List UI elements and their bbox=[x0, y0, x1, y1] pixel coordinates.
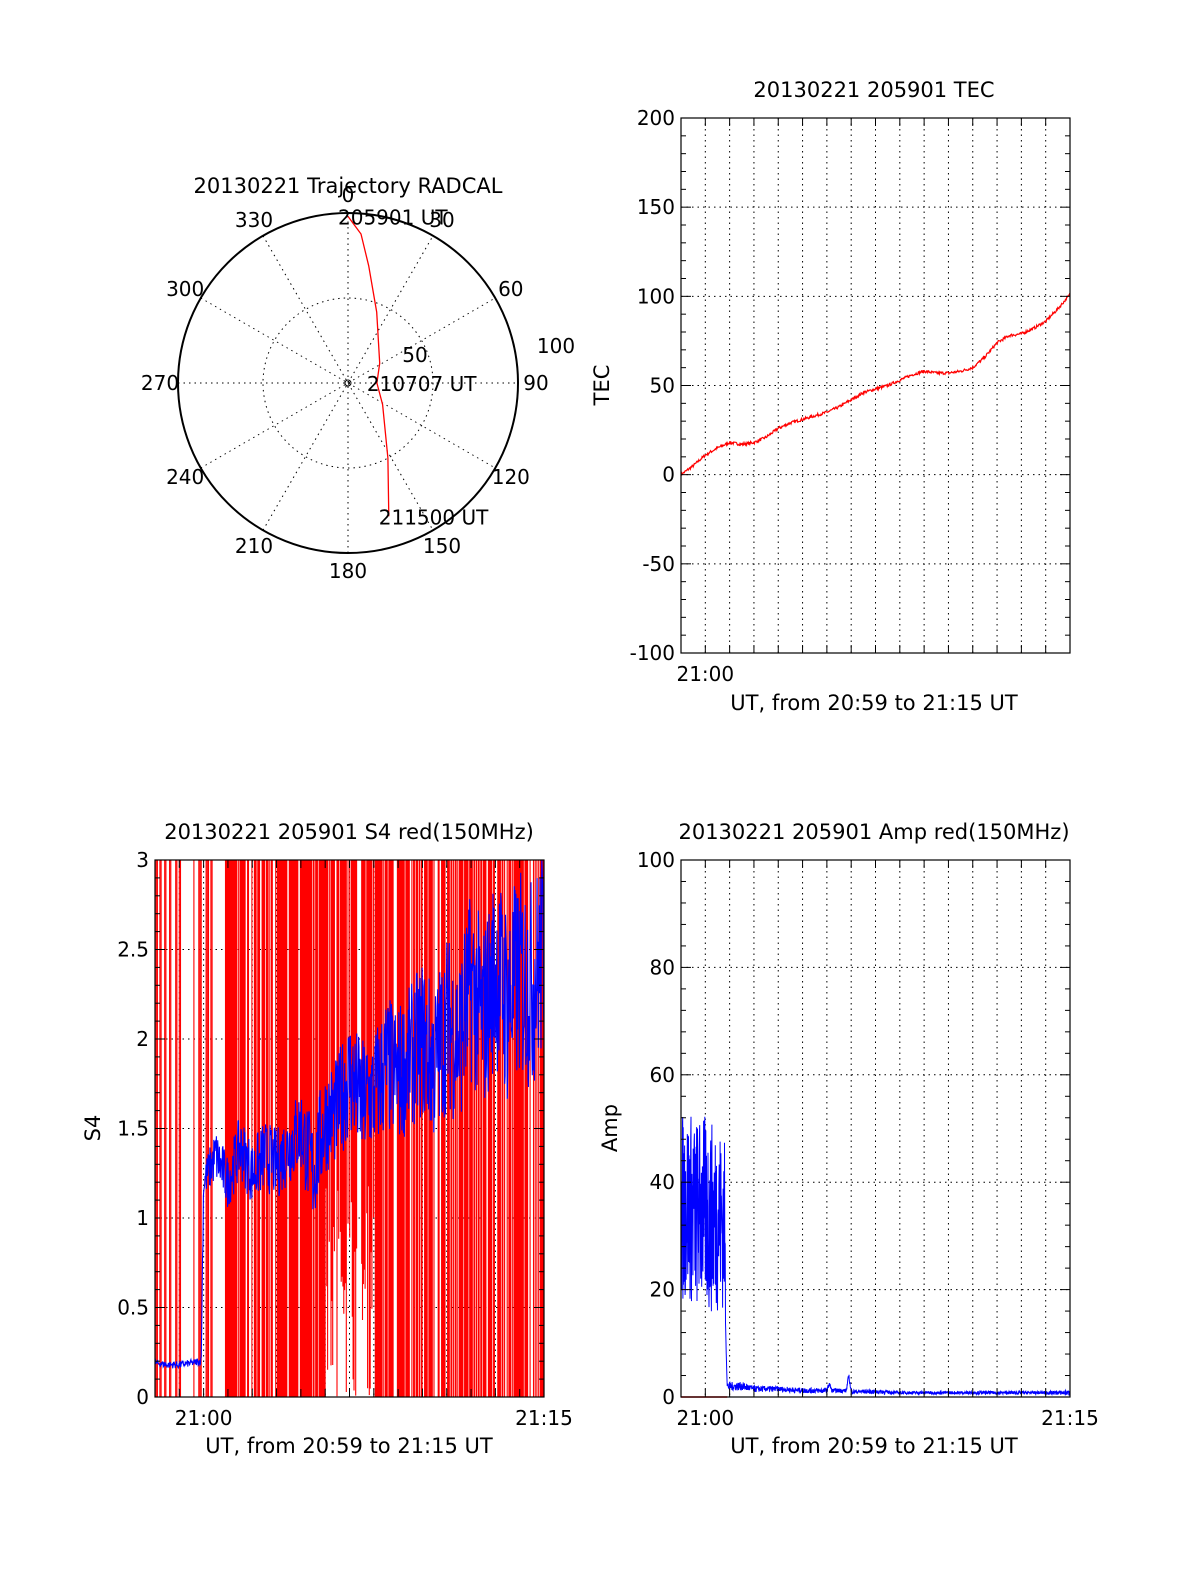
y-tick-label: 2.5 bbox=[117, 938, 149, 962]
polar-grid-circle-50 bbox=[262, 297, 434, 469]
x-tick-label: 21:00 bbox=[175, 1406, 233, 1430]
plot-area bbox=[155, 860, 544, 1397]
polar-annotation: 210707 UT bbox=[367, 372, 477, 396]
tec-title: 20130221 205901 TEC bbox=[753, 78, 994, 102]
polar-angle-label: 120 bbox=[492, 465, 530, 489]
s4-xlabel: UT, from 20:59 to 21:15 UT bbox=[205, 1434, 493, 1458]
y-tick-label: 2 bbox=[136, 1027, 149, 1051]
polar-radius-label-100: 100 bbox=[537, 334, 575, 358]
polar-angle-label: 90 bbox=[523, 371, 548, 395]
polar-angle-label: 270 bbox=[141, 371, 179, 395]
x-tick-label: 21:15 bbox=[515, 1406, 573, 1430]
polar-trajectory-panel: 20130221 Trajectory RADCAL 0 30 60 90 120 150… bbox=[141, 174, 575, 583]
y-tick-label: 200 bbox=[637, 106, 675, 130]
plot-area bbox=[680, 292, 1071, 477]
s4-series-group bbox=[155, 860, 544, 1397]
polar-angle-label: 30 bbox=[429, 208, 454, 232]
polar-angle-labels: 0 30 60 90 120 150 180 210 240 270 300 330 bbox=[141, 183, 549, 583]
y-tick-label: 3 bbox=[136, 848, 149, 872]
amp-title: 20130221 205901 Amp red(150MHz) bbox=[678, 820, 1069, 844]
y-tick-label: 40 bbox=[650, 1170, 675, 1194]
y-tick-label: 50 bbox=[650, 374, 675, 398]
x-tick-label: 21:15 bbox=[1041, 1406, 1099, 1430]
tec-panel: 20130221 205901 TEC UT, from 20:59 to 21… bbox=[590, 78, 1071, 715]
x-tick-label: 21:00 bbox=[676, 662, 734, 686]
polar-annotation: 205901 UT bbox=[338, 205, 448, 229]
polar-angle-label: 300 bbox=[166, 277, 204, 301]
y-tick-label: -50 bbox=[642, 552, 675, 576]
polar-angle-label: 330 bbox=[235, 208, 273, 232]
polar-angle-label: 0 bbox=[342, 183, 355, 207]
polar-annotation: 211500 UT bbox=[379, 505, 489, 529]
polar-annotations: 205901 UT 210707 UT 211500 UT bbox=[338, 205, 489, 529]
y-tick-label: 0.5 bbox=[117, 1296, 149, 1320]
polar-radius-label-50: 50 bbox=[402, 343, 427, 367]
amp-ylabel: Amp bbox=[598, 1104, 622, 1152]
s4-blue-series bbox=[155, 860, 544, 1370]
y-tick-label: 100 bbox=[637, 848, 675, 872]
y-tick-label: 80 bbox=[650, 955, 675, 979]
polar-angle-label: 240 bbox=[166, 465, 204, 489]
grid-lines bbox=[681, 118, 1070, 653]
amp-xlabel: UT, from 20:59 to 21:15 UT bbox=[730, 1434, 1018, 1458]
polar-angle-label: 150 bbox=[423, 534, 461, 558]
polar-trajectory-line bbox=[347, 216, 390, 517]
y-tick-label: 0 bbox=[662, 463, 675, 487]
y-tick-label: 1.5 bbox=[117, 1117, 149, 1141]
y-tick-label: 20 bbox=[650, 1278, 675, 1302]
tec-xlabel: UT, from 20:59 to 21:15 UT bbox=[730, 691, 1018, 715]
y-tick-label: 150 bbox=[637, 195, 675, 219]
polar-outer-circle bbox=[177, 212, 519, 554]
grid-lines bbox=[681, 860, 1070, 1397]
s4-title: 20130221 205901 S4 red(150MHz) bbox=[164, 820, 534, 844]
plot-frame bbox=[680, 859, 1071, 1398]
s4-ylabel: S4 bbox=[81, 1115, 105, 1142]
y-tick-label: 100 bbox=[637, 284, 675, 308]
tec-ylabel: TEC bbox=[590, 365, 614, 407]
polar-title: 20130221 Trajectory RADCAL bbox=[194, 174, 503, 198]
y-tick-label: 0 bbox=[662, 1385, 675, 1409]
x-tick-label: 21:00 bbox=[676, 1406, 734, 1430]
amp-panel: 20130221 205901 Amp red(150MHz) UT, from… bbox=[598, 820, 1099, 1458]
y-tick-label: 1 bbox=[136, 1206, 149, 1230]
polar-angle-label: 60 bbox=[498, 277, 523, 301]
y-tick-label: 60 bbox=[650, 1063, 675, 1087]
polar-angle-label: 210 bbox=[235, 534, 273, 558]
y-tick-label: -100 bbox=[630, 641, 675, 665]
s4-panel: 20130221 205901 S4 red(150MHz) UT, from … bbox=[81, 820, 573, 1458]
y-tick-label: 0 bbox=[136, 1385, 149, 1409]
polar-grid bbox=[178, 213, 518, 553]
polar-angle-label: 180 bbox=[329, 559, 367, 583]
tec-series-line bbox=[680, 292, 1071, 477]
polar-center-marker bbox=[344, 379, 352, 387]
